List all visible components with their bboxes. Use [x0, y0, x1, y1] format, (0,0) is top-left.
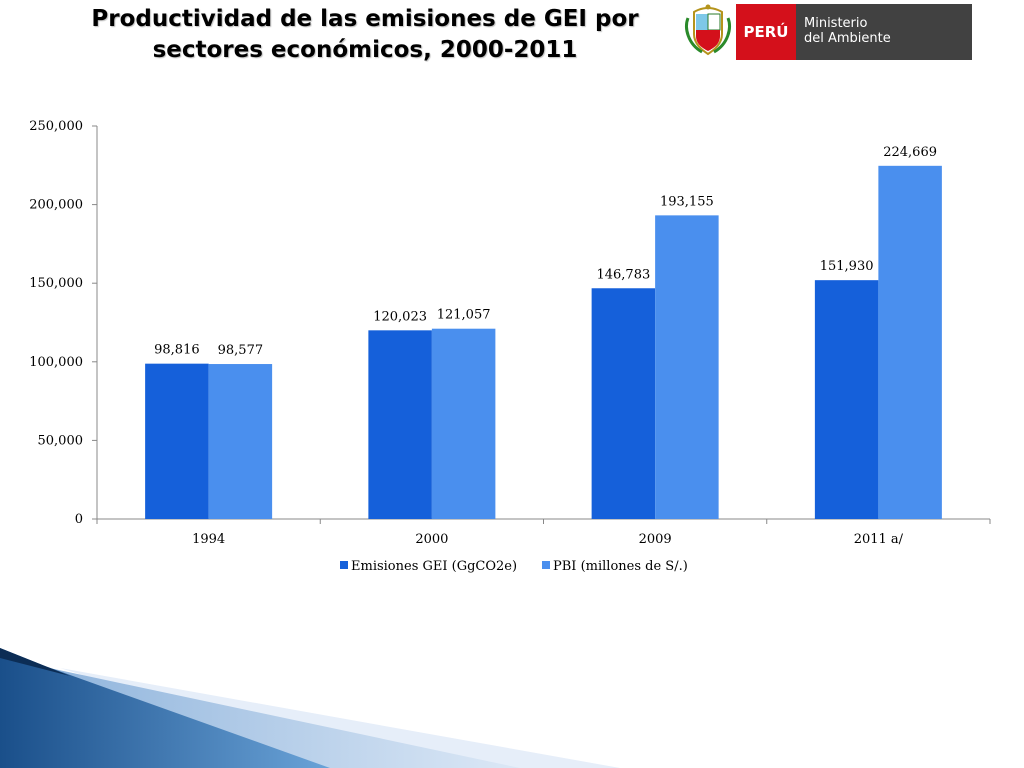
data-label: 151,930: [820, 259, 874, 274]
x-tick-label: 2011 a/: [854, 532, 904, 547]
peru-label-box: PERÚ: [736, 4, 796, 60]
country-label: PERÚ: [743, 23, 789, 41]
y-tick-label: 150,000: [29, 276, 83, 291]
y-tick-label: 100,000: [29, 355, 83, 370]
y-tick-label: 200,000: [29, 198, 83, 213]
slide-title: Productividad de las emisiones de GEI po…: [60, 4, 670, 66]
ministry-line-2: del Ambiente: [804, 31, 891, 46]
bar-emisiones: [368, 330, 432, 519]
data-label: 146,783: [596, 267, 650, 282]
x-tick-label: 2009: [639, 532, 672, 547]
bar-pbi: [878, 165, 942, 519]
bar-pbi: [431, 328, 496, 519]
bar-emisiones: [591, 288, 656, 519]
legend-swatch-pbi: [542, 561, 550, 569]
coat-of-arms-icon: [682, 4, 734, 60]
legend-label-pbi: PBI (millones de S/.): [553, 559, 688, 574]
y-tick-label: 0: [75, 512, 83, 527]
title-line-2: sectores económicos, 2000-2011: [152, 37, 578, 63]
ministry-label-box: Ministerio del Ambiente: [796, 4, 972, 60]
bar-pbi: [208, 364, 273, 519]
data-label: 193,155: [660, 194, 714, 209]
title-line-1: Productividad de las emisiones de GEI po…: [91, 6, 639, 32]
decorative-swoosh: [0, 648, 620, 768]
data-label: 120,023: [373, 309, 427, 324]
y-tick-label: 250,000: [29, 119, 83, 134]
legend-label-emisiones: Emisiones GEI (GgCO2e): [351, 559, 517, 574]
bar-pbi: [655, 215, 719, 519]
bar-emisiones: [145, 363, 209, 519]
data-label: 98,816: [154, 343, 200, 358]
ministry-line-1: Ministerio: [804, 16, 868, 31]
x-tick-label: 1994: [192, 532, 225, 547]
x-tick-label: 2000: [415, 532, 448, 547]
ministry-logo: PERÚ Ministerio del Ambiente: [682, 4, 972, 60]
data-label: 224,669: [883, 145, 937, 160]
legend-swatch-emisiones: [340, 561, 348, 569]
data-label: 98,577: [218, 343, 264, 358]
bar-emisiones: [814, 280, 879, 519]
data-label: 121,057: [437, 308, 491, 323]
bar-chart: 0 50,000 100,000 150,000 200,000 250,000 1994 9…: [29, 119, 991, 574]
y-tick-label: 50,000: [38, 433, 84, 448]
